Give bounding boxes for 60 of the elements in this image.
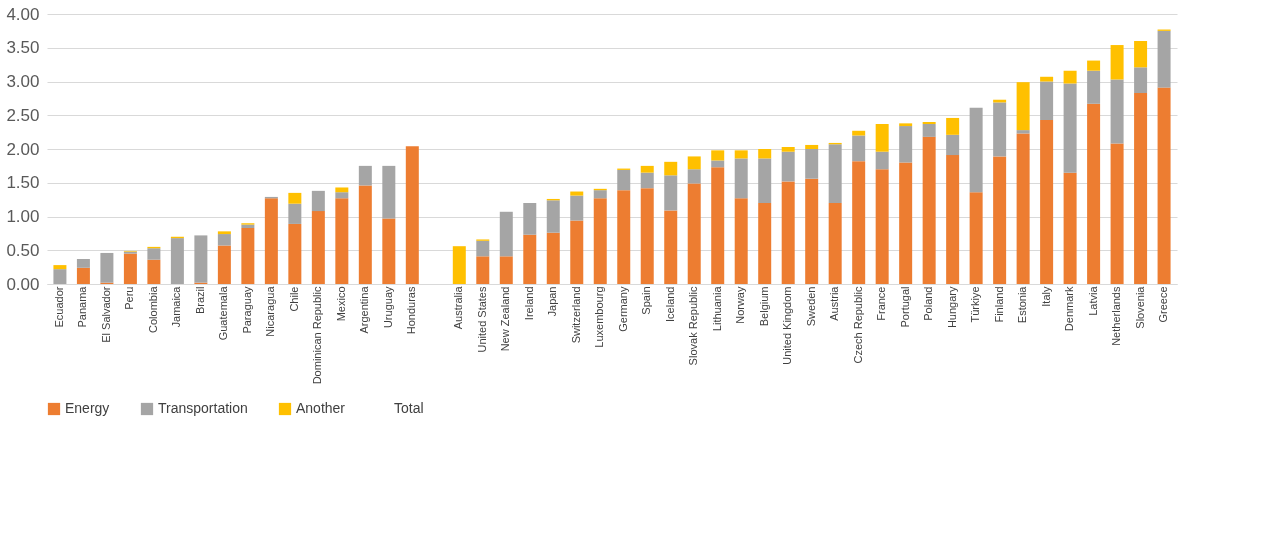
x-tick-label: Brazil <box>193 286 206 315</box>
text: Total <box>394 400 424 416</box>
x-tick-label: Chile <box>287 286 300 312</box>
y-tick-label: 2.00 <box>6 139 40 159</box>
x-tick-label: Japan <box>546 286 559 317</box>
x-tick-label: Slovenia <box>1133 285 1146 329</box>
x-tick-label: Denmark <box>1063 286 1076 332</box>
y-tick-label: 2.50 <box>6 105 40 125</box>
x-tick-label: Honduras <box>405 286 418 335</box>
y-tick-label: 1.00 <box>6 207 40 226</box>
x-tick-label: Australia <box>452 285 465 330</box>
x-tick-label: Guatemala <box>217 285 230 341</box>
x-tick-label: Greece <box>1157 286 1170 323</box>
x-tick-label: Jamaica <box>170 285 183 328</box>
x-tick-label: France <box>875 286 888 321</box>
x-tick-label: Paraguay <box>240 286 253 334</box>
x-tick-label: Ecuador <box>52 286 65 328</box>
x-tick-label: Austria <box>828 285 841 321</box>
x-tick-label: Mexico <box>334 286 347 322</box>
x-tick-label: El Salvador <box>99 286 112 343</box>
x-tick-label: Latvia <box>1086 285 1099 316</box>
x-tick-label: Panama <box>76 285 89 328</box>
x-tick-label: New Zealand <box>499 286 512 352</box>
x-tick-label: Portugal <box>898 286 911 328</box>
x-tick-label: Spain <box>640 286 653 315</box>
legend-label: Energy <box>65 400 110 416</box>
x-tick-label: Poland <box>922 286 935 321</box>
legend-label: Another <box>296 400 346 416</box>
x-tick-label: Nicaragua <box>264 285 277 337</box>
x-tick-label: Czech Republic <box>851 286 864 364</box>
y-tick-label: 0.00 <box>6 274 40 294</box>
x-tick-label: Slovak Republic <box>687 286 700 366</box>
y-tick-label: 1.50 <box>6 173 40 193</box>
x-tick-label: Italy <box>1039 286 1052 307</box>
x-tick-label: Hungary <box>945 286 958 329</box>
x-tick-label: Colombia <box>146 285 159 333</box>
x-tick-label: Luxembourg <box>593 286 606 348</box>
x-tick-label: Belgium <box>757 286 770 327</box>
y-tick-label: 3.50 <box>6 38 40 58</box>
x-tick-label: Peru <box>123 286 136 310</box>
x-tick-label: United Kingdom <box>781 286 794 365</box>
x-tick-label: Dominican Republic <box>311 286 324 385</box>
x-tick-label: Uruguay <box>381 286 394 329</box>
x-tick-label: Germany <box>616 286 629 332</box>
x-tick-label: Argentina <box>358 285 371 334</box>
x-tick-label: Switzerland <box>569 286 582 344</box>
y-tick-label: 4.00 <box>6 4 40 24</box>
x-tick-label: Türkiye <box>969 286 982 323</box>
x-tick-label: Norway <box>734 286 747 324</box>
x-tick-label: Ireland <box>522 286 535 321</box>
x-tick-label: Lithuania <box>710 285 723 332</box>
y-tick-label: 3.00 <box>6 72 40 91</box>
x-tick-label: Finland <box>992 286 1005 323</box>
y-tick-label: 0.50 <box>6 240 40 260</box>
x-tick-label: Netherlands <box>1110 286 1123 346</box>
x-tick-label: United States <box>475 286 488 353</box>
x-tick-label: Iceland <box>663 286 676 322</box>
x-tick-label: Sweden <box>804 286 817 327</box>
x-tick-label: Estonia <box>1016 285 1029 324</box>
legend-label: Transportation <box>158 400 248 416</box>
